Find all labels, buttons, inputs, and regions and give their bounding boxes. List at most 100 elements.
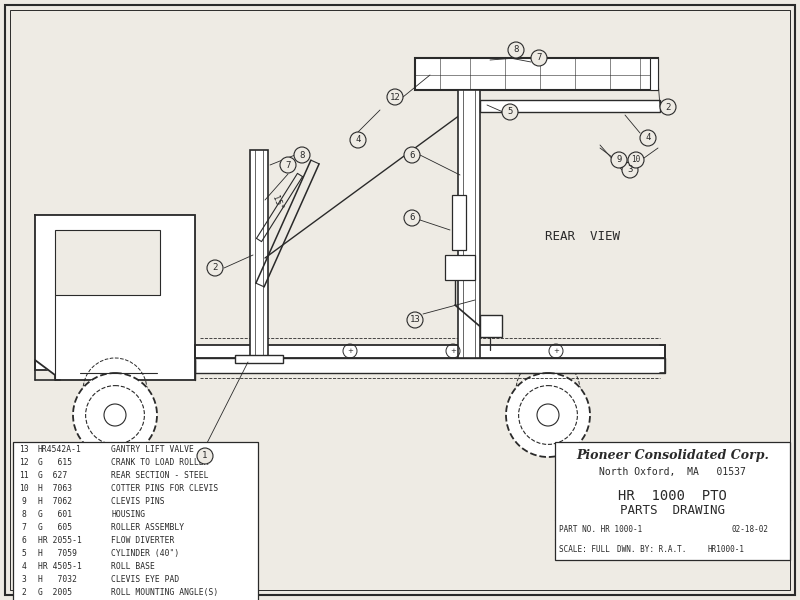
Text: 6: 6	[410, 151, 414, 160]
Text: H   7032: H 7032	[38, 575, 77, 584]
Circle shape	[502, 104, 518, 120]
Text: G   615: G 615	[38, 458, 72, 467]
Text: 15°: 15°	[270, 195, 284, 212]
Text: H  7062: H 7062	[38, 497, 72, 506]
Text: 4: 4	[646, 133, 650, 142]
Circle shape	[531, 50, 547, 66]
Text: HOUSING: HOUSING	[111, 509, 145, 518]
Circle shape	[197, 448, 213, 464]
Circle shape	[611, 152, 627, 168]
Circle shape	[660, 99, 676, 115]
Text: 7: 7	[22, 523, 26, 532]
Bar	[480, 315, 502, 337]
Text: COTTER PINS FOR CLEVIS: COTTER PINS FOR CLEVIS	[111, 484, 218, 493]
Text: 2: 2	[212, 263, 218, 272]
Text: HR  1000  PTO: HR 1000 PTO	[618, 489, 727, 503]
Text: 3: 3	[627, 166, 633, 175]
Text: North Oxford,  MA   01537: North Oxford, MA 01537	[599, 467, 746, 477]
Text: DWN. BY: R.A.T.: DWN. BY: R.A.T.	[617, 545, 686, 554]
Text: ROLL BASE: ROLL BASE	[111, 562, 155, 571]
Bar	[235, 355, 283, 363]
Text: +: +	[347, 348, 353, 354]
Circle shape	[518, 386, 578, 445]
Text: CYLINDER (40"): CYLINDER (40")	[111, 548, 179, 557]
Bar	[480, 100, 660, 112]
Bar	[452, 195, 466, 250]
Circle shape	[73, 373, 157, 457]
Bar	[458, 90, 480, 358]
Text: CLEVIS EYE PAD: CLEVIS EYE PAD	[111, 575, 179, 584]
Text: 4: 4	[355, 136, 361, 145]
Text: HR 2055-1: HR 2055-1	[38, 536, 82, 545]
Circle shape	[640, 130, 656, 146]
Text: 2: 2	[666, 103, 670, 112]
Text: 9: 9	[22, 497, 26, 506]
Text: 8: 8	[299, 151, 305, 160]
Text: G  627: G 627	[38, 470, 67, 479]
Bar	[55, 230, 160, 295]
Text: ROLLER ASSEMBLY: ROLLER ASSEMBLY	[111, 523, 184, 532]
Text: G   601: G 601	[38, 509, 72, 518]
Circle shape	[506, 373, 590, 457]
Text: 4: 4	[22, 562, 26, 571]
Bar	[250, 150, 268, 358]
Text: 11: 11	[19, 470, 29, 479]
Text: CLEVIS PINS: CLEVIS PINS	[111, 497, 165, 506]
Text: 10: 10	[19, 484, 29, 493]
Polygon shape	[35, 215, 195, 380]
Text: 2: 2	[22, 587, 26, 596]
Bar	[195, 358, 665, 373]
Text: +: +	[553, 348, 559, 354]
Text: 8: 8	[514, 46, 518, 55]
Text: PART NO. HR 1000-1: PART NO. HR 1000-1	[559, 526, 642, 535]
Text: CRANK TO LOAD ROLLER: CRANK TO LOAD ROLLER	[111, 458, 209, 467]
Text: 12: 12	[19, 458, 29, 467]
Circle shape	[387, 89, 403, 105]
Text: SCALE: FULL: SCALE: FULL	[559, 545, 610, 554]
Bar	[415, 58, 658, 90]
Text: 9: 9	[616, 155, 622, 164]
Text: 6: 6	[410, 214, 414, 223]
Text: REAR SECTION - STEEL: REAR SECTION - STEEL	[111, 470, 209, 479]
Text: H   7059: H 7059	[38, 548, 77, 557]
Text: 8: 8	[22, 509, 26, 518]
Text: ROLL MOUNTING ANGLE(S): ROLL MOUNTING ANGLE(S)	[111, 587, 218, 596]
Circle shape	[508, 42, 524, 58]
Text: HR 4505-1: HR 4505-1	[38, 562, 82, 571]
Text: 6: 6	[22, 536, 26, 545]
Circle shape	[86, 386, 145, 445]
Text: 7: 7	[286, 160, 290, 169]
Text: PARTS  DRAWING: PARTS DRAWING	[620, 505, 725, 517]
Text: 3: 3	[22, 575, 26, 584]
Text: 5: 5	[22, 548, 26, 557]
Bar	[13, 442, 258, 600]
Circle shape	[207, 260, 223, 276]
Circle shape	[404, 147, 420, 163]
Text: FLOW DIVERTER: FLOW DIVERTER	[111, 536, 174, 545]
Text: G  2005: G 2005	[38, 587, 72, 596]
Text: Pioneer Consolidated Corp.: Pioneer Consolidated Corp.	[576, 449, 769, 463]
Text: 1: 1	[202, 451, 208, 461]
Bar	[445, 255, 475, 280]
Circle shape	[622, 162, 638, 178]
Text: REAR  VIEW: REAR VIEW	[545, 230, 620, 243]
Bar	[35, 215, 195, 370]
Bar	[195, 345, 665, 358]
Text: H  7063: H 7063	[38, 484, 72, 493]
Bar	[555, 442, 790, 560]
Text: HR4542A-1: HR4542A-1	[38, 445, 82, 454]
Text: HR1000-1: HR1000-1	[707, 545, 744, 554]
Circle shape	[280, 157, 296, 173]
Text: 10: 10	[631, 155, 641, 164]
Text: +: +	[450, 348, 456, 354]
Text: 12: 12	[390, 92, 400, 101]
Text: 13: 13	[19, 445, 29, 454]
Circle shape	[628, 152, 644, 168]
Text: G   605: G 605	[38, 523, 72, 532]
Text: 02-18-02: 02-18-02	[731, 526, 768, 535]
Text: 13: 13	[410, 316, 420, 325]
Text: 7: 7	[536, 53, 542, 62]
Circle shape	[404, 210, 420, 226]
Text: 5: 5	[507, 107, 513, 116]
Bar	[650, 58, 658, 90]
